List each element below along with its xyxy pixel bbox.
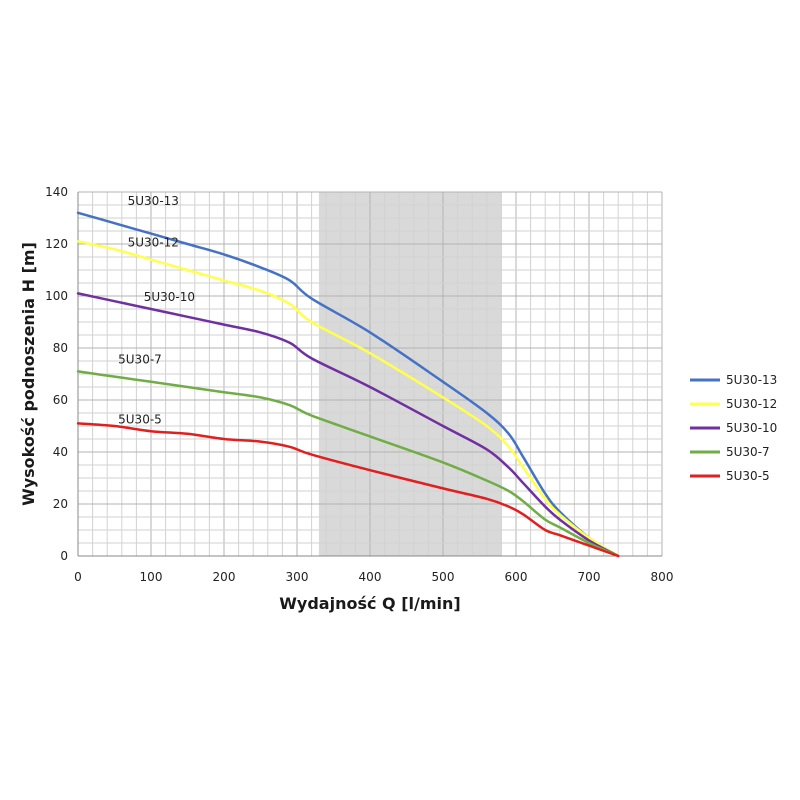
- series-label-5u30-7: 5U30-7: [118, 353, 162, 367]
- x-tick-label: 600: [505, 570, 528, 584]
- x-tick-label: 800: [651, 570, 674, 584]
- series-line-5u30-13: [76, 211, 620, 558]
- y-tick-label: 40: [53, 445, 68, 459]
- y-tick-label: 100: [45, 289, 68, 303]
- y-tick-label: 120: [45, 237, 68, 251]
- x-tick-label: 700: [578, 570, 601, 584]
- legend-entry-5u30-5: 5U30-5: [726, 469, 770, 483]
- y-tick-label: 140: [45, 185, 68, 199]
- legend-entry-5u30-13: 5U30-13: [726, 373, 777, 387]
- y-axis-title: Wysokość podnoszenia H [m]: [19, 242, 38, 506]
- y-tick-label: 0: [60, 549, 68, 563]
- legend-entry-5u30-7: 5U30-7: [726, 445, 770, 459]
- series-label-5u30-13: 5U30-13: [128, 194, 179, 208]
- x-tick-label: 200: [213, 570, 236, 584]
- x-axis-title: Wydajność Q [l/min]: [279, 594, 460, 613]
- legend-entry-5u30-12: 5U30-12: [726, 397, 777, 411]
- series-line-5u30-12: [76, 240, 620, 558]
- series-line-5u30-7: [76, 370, 620, 558]
- y-tick-label: 20: [53, 497, 68, 511]
- legend-entry-5u30-10: 5U30-10: [726, 421, 777, 435]
- x-tick-label: 0: [74, 570, 82, 584]
- x-tick-label: 400: [359, 570, 382, 584]
- series-line-5u30-10: [76, 292, 620, 558]
- x-tick-label: 100: [140, 570, 163, 584]
- x-tick-label: 500: [432, 570, 455, 584]
- x-tick-label: 300: [286, 570, 309, 584]
- series-label-5u30-10: 5U30-10: [144, 290, 195, 304]
- y-tick-label: 60: [53, 393, 68, 407]
- series-label-5u30-5: 5U30-5: [118, 412, 162, 426]
- series-line-5u30-5: [76, 422, 620, 558]
- y-tick-label: 80: [53, 341, 68, 355]
- series-label-5u30-12: 5U30-12: [128, 236, 179, 250]
